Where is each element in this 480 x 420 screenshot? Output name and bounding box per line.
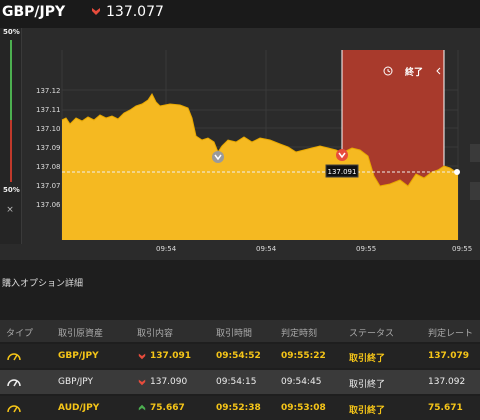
col-rate: 判定レート xyxy=(428,329,474,339)
entry-price-label: 137.091 xyxy=(328,168,357,176)
price-chart: 137.091 137.12 137.11 137.10 137.09 137.… xyxy=(36,50,472,253)
level-top-label: 50% xyxy=(3,28,20,36)
rate-cell: 137.079 xyxy=(428,351,469,361)
y-tick: 137.07 xyxy=(36,182,61,190)
clock-icon xyxy=(383,66,393,76)
down-arrow-icon xyxy=(138,353,146,360)
x-tick: 09:54 xyxy=(156,245,177,253)
rate-cell: 75.671 xyxy=(428,403,463,413)
y-tick: 137.12 xyxy=(36,87,61,95)
y-tick: 137.06 xyxy=(36,201,61,209)
x-tick: 09:55 xyxy=(356,245,376,253)
gauge-icon xyxy=(7,405,21,413)
entry-price-tag xyxy=(325,164,359,178)
current-price-dot xyxy=(454,169,460,175)
level-bottom-label: 50% xyxy=(3,186,20,194)
trade-time-cell: 09:54:15 xyxy=(216,377,257,387)
table-row[interactable]: GBP/JPY 137.090 09:54:15 09:54:45 取引終了 1… xyxy=(0,370,480,394)
end-label: 終了 xyxy=(405,66,423,78)
table-row[interactable]: AUD/JPY 75.667 09:52:38 09:53:08 取引終了 75… xyxy=(0,396,480,420)
y-tick: 137.08 xyxy=(36,163,61,171)
asset-cell: AUD/JPY xyxy=(58,403,100,413)
x-tick: 09:55 xyxy=(452,245,472,253)
judge-time-cell: 09:55:22 xyxy=(281,351,326,361)
rate-cell: 137.092 xyxy=(428,377,466,387)
level-down-bar xyxy=(10,120,12,182)
status-cell: 取引終了 xyxy=(349,354,386,364)
call-side-button[interactable] xyxy=(470,144,480,162)
price-area xyxy=(62,94,458,240)
entry-cell: 75.667 xyxy=(150,403,185,413)
asset-cell: GBP/JPY xyxy=(58,351,99,361)
level-up-bar xyxy=(10,40,12,120)
trade-time-cell: 09:54:52 xyxy=(216,351,261,361)
down-arrow-icon xyxy=(138,379,146,386)
col-trade-time: 取引時間 xyxy=(216,329,253,339)
x-axis-labels: 09:54 09:54 09:55 09:55 xyxy=(156,245,472,253)
header-bar xyxy=(0,0,480,28)
gauge-icon xyxy=(7,353,21,361)
table-header xyxy=(0,320,480,342)
status-cell: 取引終了 xyxy=(349,380,386,390)
status-cell: 取引終了 xyxy=(349,406,386,416)
x-tick: 09:54 xyxy=(256,245,277,253)
y-tick: 137.11 xyxy=(36,106,61,114)
col-content: 取引内容 xyxy=(137,329,174,339)
col-asset: 取引原資産 xyxy=(58,329,104,339)
table-row[interactable]: GBP/JPY 137.091 09:54:52 09:55:22 取引終了 1… xyxy=(0,344,480,368)
trade-marker-grey xyxy=(212,151,224,163)
col-status: ステータス xyxy=(349,329,395,339)
trade-time-cell: 09:52:38 xyxy=(216,403,261,413)
current-price: 137.077 xyxy=(106,4,164,20)
close-icon[interactable]: × xyxy=(6,205,14,215)
y-axis-labels: 137.12 137.11 137.10 137.09 137.08 137.0… xyxy=(36,87,61,209)
up-arrow-icon xyxy=(138,404,146,411)
judge-time-cell: 09:54:45 xyxy=(281,377,322,387)
down-arrow-icon xyxy=(92,8,100,15)
currency-pair-title: GBP/JPY xyxy=(2,4,66,20)
trade-marker-red xyxy=(336,149,348,161)
asset-cell: GBP/JPY xyxy=(58,377,93,387)
put-side-button[interactable] xyxy=(470,182,480,200)
col-judge-time: 判定時刻 xyxy=(281,329,318,339)
judge-time-cell: 09:53:08 xyxy=(281,403,326,413)
y-tick: 137.10 xyxy=(36,125,61,133)
gauge-icon xyxy=(7,379,21,387)
entry-cell: 137.091 xyxy=(150,351,191,361)
entry-cell: 137.090 xyxy=(150,377,188,387)
details-title: 購入オプション詳細 xyxy=(2,279,84,289)
col-type: タイプ xyxy=(6,329,34,339)
chevron-left-icon xyxy=(436,67,441,75)
y-tick: 137.09 xyxy=(36,144,61,152)
